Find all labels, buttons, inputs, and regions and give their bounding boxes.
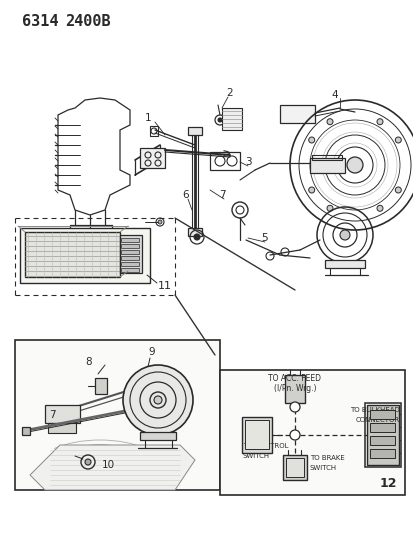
Bar [20,228,150,283]
Bar [45,405,80,423]
Circle shape [346,157,362,173]
Circle shape [218,118,221,122]
Circle shape [158,220,161,224]
Text: 4: 4 [331,90,337,100]
Bar [366,405,398,465]
Bar [140,432,176,440]
Text: 8: 8 [85,357,91,367]
Bar [284,375,304,403]
Text: 10: 10 [101,460,114,470]
Circle shape [394,137,400,143]
Bar [369,436,394,445]
Circle shape [326,205,332,211]
Text: TO BULKHEAD: TO BULKHEAD [349,407,399,413]
Bar [364,403,400,467]
Bar [120,235,142,273]
Bar [121,250,139,254]
Bar [121,256,139,260]
Bar [209,152,240,170]
Bar [188,228,202,236]
Bar [369,423,394,432]
Bar [369,449,394,458]
Text: 7: 7 [218,190,225,200]
Text: CONNECTOR: CONNECTOR [355,417,399,423]
Bar [221,108,242,130]
Text: SWITCH: SWITCH [242,453,269,459]
Text: 9: 9 [148,347,155,357]
Text: 7: 7 [49,410,55,420]
Bar [25,232,120,277]
Bar [22,427,30,435]
Text: TO BRAKE: TO BRAKE [309,455,344,461]
Circle shape [142,367,153,377]
Bar [219,370,404,495]
Text: 11: 11 [158,281,171,291]
Text: 2400B: 2400B [65,14,110,29]
Text: TO CONTROL: TO CONTROL [242,443,288,449]
Circle shape [123,365,192,435]
Text: (I/Pn. Wrg.): (I/Pn. Wrg.) [273,384,316,393]
Text: 3: 3 [244,157,251,167]
Circle shape [154,396,161,404]
Text: 12: 12 [379,477,396,490]
Bar [121,238,139,242]
Bar [121,244,139,248]
Circle shape [339,230,349,240]
Bar [121,268,139,272]
Bar [309,158,344,173]
Circle shape [308,187,314,193]
Bar [48,423,76,433]
Text: SWITCH: SWITCH [309,465,336,471]
Bar [324,260,364,268]
Circle shape [376,119,382,125]
Bar [282,455,306,480]
Bar [285,458,303,477]
Circle shape [194,234,199,240]
Circle shape [308,137,314,143]
Circle shape [394,187,400,193]
Circle shape [376,205,382,211]
Text: 2: 2 [226,88,233,98]
Bar [15,340,219,490]
Text: 6314: 6314 [22,14,58,29]
Bar [369,410,394,419]
Text: 6: 6 [182,190,189,200]
Bar [95,378,107,394]
Bar [311,155,341,160]
Bar [150,126,158,136]
Circle shape [85,459,91,465]
Bar [121,262,139,266]
Bar [242,417,271,453]
Circle shape [289,402,299,412]
Bar [188,127,202,135]
Bar [279,105,314,123]
Text: TO ACC. FEED: TO ACC. FEED [268,374,321,383]
Circle shape [326,119,332,125]
Text: 1: 1 [144,113,151,123]
Bar [140,148,165,168]
Circle shape [252,430,261,440]
Circle shape [289,430,299,440]
Bar [244,420,268,449]
Text: 5: 5 [261,233,268,243]
Polygon shape [30,445,195,490]
